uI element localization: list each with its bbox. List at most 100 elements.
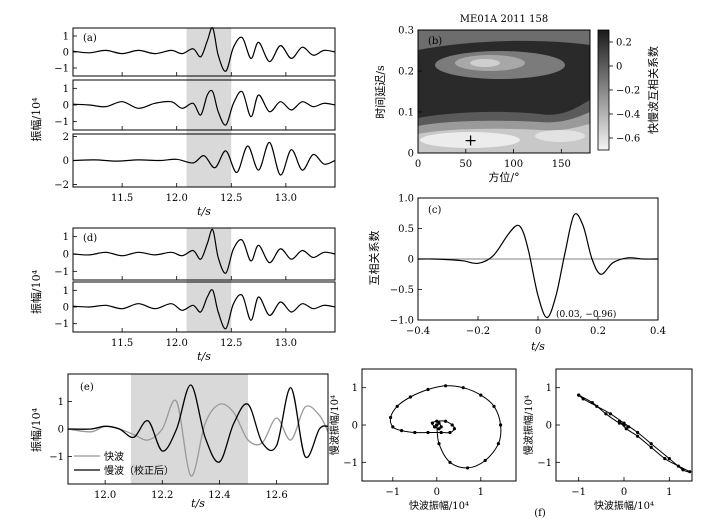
panel-e-xtick-label: 12.0 [94, 490, 116, 501]
panel-e-ytick-label: −1 [49, 452, 64, 463]
panel-c-ytick-label: 1.0 [398, 194, 414, 205]
panel-d-ytick-label: −1 [54, 319, 69, 330]
panel-a-ytick-label: −1 [54, 64, 69, 75]
panel-f1-point [439, 425, 443, 429]
colorbar-tick-label: −0.6 [616, 134, 640, 145]
panel-c-xtick-label: −0.4 [406, 326, 430, 337]
panel-f2-point [667, 457, 671, 461]
colorbar-tick-label: 0 [616, 62, 622, 73]
panel-f1-point [444, 419, 448, 423]
panel-f1-ytick-label: 0 [352, 421, 358, 432]
panel-f1-point [448, 460, 452, 464]
panel-f2-point [608, 412, 613, 416]
panel-e-panel-label: (e) [80, 382, 94, 393]
panel-f2-point [636, 434, 640, 438]
panel-f2-point [688, 470, 692, 474]
panel-f1-point [437, 421, 441, 425]
panel-d-panel-label: (d) [83, 233, 97, 244]
panel-f1-point [437, 427, 441, 431]
panel-d-ytick-label: 0 [63, 303, 69, 314]
panel-f1-point [479, 393, 483, 397]
panel-f1-point [395, 404, 399, 408]
panel-f1-ytick-label: 1 [352, 383, 358, 394]
panel-b-xtick-label: 150 [552, 159, 571, 170]
panel-f2-ytick-label: −1 [537, 458, 552, 469]
panel-f1-point [413, 430, 417, 435]
panel-a-ytick-label: 2 [63, 132, 69, 143]
panel-c-xtick-label: 0.4 [650, 326, 666, 337]
panel-f1-point [452, 427, 456, 431]
panel-b-heatmap [418, 30, 590, 153]
panel-f1-point [439, 430, 443, 435]
panel-d-xlabel: t/s [197, 350, 211, 363]
panel-c-xtick-label: 0.2 [590, 326, 606, 337]
panel-b-ytick-label: 0.2 [398, 67, 414, 78]
panel-f1-point [408, 395, 412, 399]
panel-b-ytick-label: 0.1 [398, 108, 414, 119]
panel-e-xtick-label: 12.6 [265, 490, 287, 501]
panel-f1-motion-path [389, 385, 502, 469]
panel-f1-ylabel: 慢波振幅/10⁴ [328, 395, 341, 455]
panel-d-xtick-label: 12.0 [166, 338, 188, 349]
panel-a-ytick-label: 0 [63, 156, 69, 167]
colorbar-tick-label: −0.2 [616, 86, 640, 97]
panel-f2-point [649, 442, 653, 446]
panel-b-ytick-label: 0 [408, 149, 414, 160]
panel-c-ytick-label: 0 [408, 255, 414, 266]
panel-f1-point [426, 430, 430, 435]
panel-f1-xlabel: 快波振幅/10⁴ [409, 499, 469, 512]
panel-b-panel-label: (b) [428, 36, 442, 47]
panel-f2-ytick-label: 1 [546, 383, 552, 394]
panel-f2-xtick-label: −1 [571, 487, 586, 498]
colorbar-tick-label: 0.2 [616, 38, 632, 49]
panel-d-trace [72, 228, 336, 274]
panel-c-annotation: (0.03, −0.96) [556, 309, 616, 320]
panel-d-xtick-label: 12.5 [220, 338, 242, 349]
slow-wave-line [67, 384, 329, 463]
panel-a-ytick-label: 1 [63, 84, 69, 95]
panel-a-xtick-label: 11.5 [111, 193, 133, 204]
panel-f2-ylabel: 慢波振幅/10⁴ [522, 395, 535, 455]
panel-b-ytick-label: 0.3 [398, 26, 414, 37]
panel-a-ytick-label: 1 [63, 32, 69, 43]
panel-b-marker: + [464, 131, 477, 150]
panel-d-xtick-label: 11.5 [111, 338, 133, 349]
panel-f1-point [450, 423, 454, 427]
panel-f2-point [581, 397, 585, 401]
panel-f1-point [448, 430, 452, 435]
panel-f2-point [649, 445, 653, 449]
panel-a-ytick-label: 0 [63, 48, 69, 59]
panel-d-ytick-label: 1 [63, 286, 69, 297]
panel-f2-point [624, 427, 628, 431]
panel-f1-xtick-label: 1 [478, 487, 484, 498]
panel-c-ytick-label: 0.5 [398, 224, 414, 235]
panel-f2-point [622, 421, 626, 425]
panel-c-panel-label: (c) [428, 205, 442, 216]
panel-e-xtick-label: 12.4 [208, 490, 230, 501]
panel-f2-point [604, 412, 608, 416]
panel-d-ytick-label: 0 [63, 250, 69, 261]
panel-f1-xtick-label: 0 [434, 487, 440, 498]
panel-f2-xlabel: 快波振幅/10⁴ [594, 499, 654, 512]
panel-d-xtick-label: 13.0 [275, 338, 297, 349]
panel-f1-point [391, 425, 395, 429]
panel-f2-point [636, 430, 640, 435]
panel-f1-point [466, 466, 470, 470]
panel-a-trace [72, 89, 336, 126]
panel-b-xtick-label: 100 [504, 159, 523, 170]
panel-f2-point [595, 404, 599, 408]
panel-e-ylabel: 振幅/10⁴ [29, 407, 43, 452]
panel-f2-point [617, 419, 622, 423]
panel-f1-xtick-label: −1 [385, 487, 400, 498]
panel-b-xtick-label: 0 [415, 159, 421, 170]
panel-f-panel-label: (f) [534, 508, 546, 519]
panel-f2-ytick-label: 0 [546, 421, 552, 432]
panel-f1-point [444, 384, 448, 388]
panel-f1-frame [361, 368, 517, 482]
panel-f1-point [389, 415, 393, 420]
panel-b-title: ME01A 2011 158 [460, 14, 548, 25]
panel-a-xtick-label: 12.5 [220, 193, 242, 204]
panel-f2-point [681, 468, 685, 472]
panel-b-ylabel: 时间延迟/s [374, 65, 387, 119]
panel-a-xtick-label: 12.0 [166, 193, 188, 204]
